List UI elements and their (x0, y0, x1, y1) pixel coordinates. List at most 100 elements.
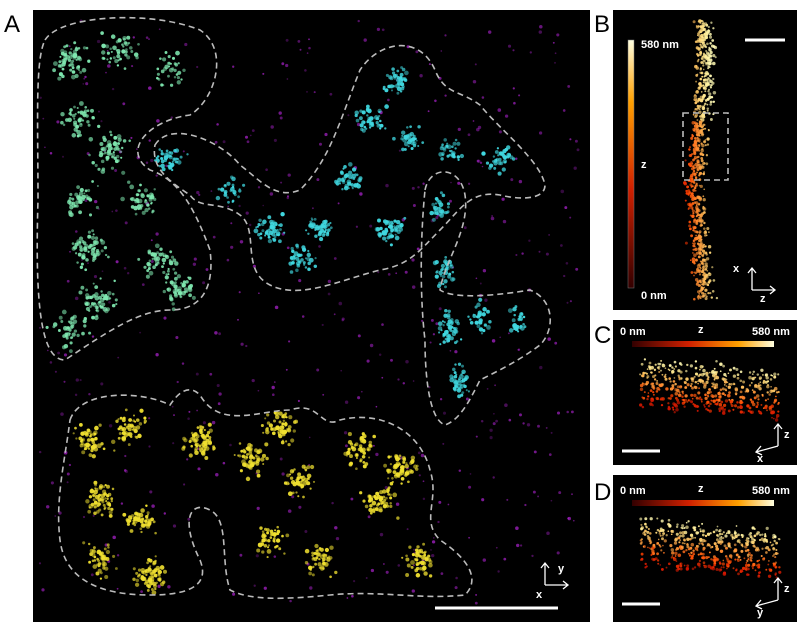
localization (354, 113, 358, 118)
localization (107, 255, 110, 259)
localization (410, 455, 416, 461)
localization (196, 409, 198, 412)
localization (72, 432, 75, 435)
localization (772, 389, 776, 393)
localization (119, 150, 123, 154)
localization (750, 381, 753, 384)
localization (74, 73, 79, 79)
localization (347, 432, 352, 437)
localization (182, 150, 185, 153)
localization (537, 424, 540, 428)
localization (276, 529, 281, 534)
localization (58, 511, 62, 515)
localization (772, 555, 774, 557)
localization (279, 457, 283, 461)
localization (141, 210, 146, 215)
localization (45, 505, 50, 509)
localization (691, 257, 696, 261)
localization (140, 508, 145, 513)
localization (323, 224, 328, 229)
localization (646, 397, 649, 401)
localization (705, 234, 708, 237)
localization (137, 574, 140, 578)
localization (404, 270, 408, 274)
localization (706, 269, 709, 272)
localization (169, 155, 172, 158)
localization (134, 212, 138, 216)
localization (395, 272, 398, 275)
localization (362, 499, 366, 503)
localization (434, 202, 438, 205)
localization (698, 110, 702, 114)
localization (521, 252, 524, 255)
localization (429, 210, 434, 216)
localization (699, 77, 702, 81)
localization (646, 530, 650, 534)
localization (84, 247, 88, 251)
localization (708, 251, 712, 254)
localization (463, 226, 467, 230)
localization (676, 398, 680, 402)
localization (696, 549, 699, 552)
localization (662, 544, 664, 547)
localization (705, 556, 709, 560)
localization (154, 259, 160, 264)
localization (81, 438, 84, 441)
localization (85, 288, 89, 292)
localization (737, 572, 740, 576)
localization (507, 44, 512, 48)
localization (186, 153, 189, 156)
localization (391, 480, 394, 484)
localization (508, 328, 514, 333)
localization (76, 239, 81, 244)
localization (417, 144, 420, 148)
localization (573, 166, 577, 170)
localization (237, 195, 240, 199)
localization (517, 330, 520, 333)
localization (659, 383, 663, 388)
localization (659, 534, 662, 537)
localization (304, 69, 307, 72)
localization (698, 120, 701, 123)
localization (403, 147, 407, 151)
localization (702, 198, 706, 202)
localization (105, 549, 111, 555)
localization (314, 257, 317, 260)
localization (518, 316, 524, 321)
localization (556, 33, 560, 37)
localization (453, 329, 459, 334)
localization (765, 538, 768, 542)
localization (752, 562, 756, 567)
localization (171, 405, 174, 408)
localization (438, 206, 442, 210)
localization (775, 413, 780, 418)
localization (175, 335, 179, 340)
localization (59, 55, 62, 58)
localization (81, 255, 86, 260)
localization (95, 306, 99, 310)
localization (376, 503, 379, 507)
localization (766, 391, 769, 394)
localization (767, 563, 770, 566)
localization (116, 159, 120, 163)
localization (690, 174, 694, 178)
localization (702, 548, 705, 551)
localization (307, 232, 310, 235)
localization (451, 153, 456, 159)
localization (674, 388, 678, 392)
localization (686, 543, 689, 546)
localization (138, 422, 143, 426)
localization (694, 187, 697, 190)
localization (84, 302, 89, 306)
localization (245, 211, 249, 215)
localization (674, 548, 678, 552)
localization (685, 377, 689, 381)
localization (660, 403, 664, 407)
axis-arrows (754, 422, 783, 456)
localization (101, 554, 107, 559)
localization (307, 249, 310, 253)
localization (714, 370, 717, 374)
localization (739, 410, 743, 414)
localization (132, 521, 135, 525)
localization (420, 453, 425, 458)
